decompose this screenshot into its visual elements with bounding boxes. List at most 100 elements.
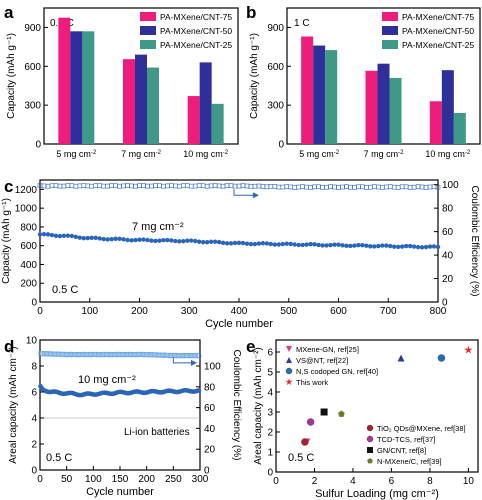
panel-c-ce-point bbox=[65, 183, 71, 188]
panel-e-legend-label-2: N,S codoped GN, ref[40] bbox=[296, 367, 378, 376]
panel-d-y2ticklabel-4: 80 bbox=[204, 382, 216, 393]
panel-d-ce-point bbox=[191, 353, 197, 358]
panel-a-bar-1-0 bbox=[70, 31, 83, 144]
panel-d-y2ticklabel-5: 100 bbox=[204, 362, 221, 373]
panel-e-frame bbox=[275, 339, 479, 473]
panel-c-ce-point bbox=[196, 183, 202, 188]
panel-c-xticklabel-7: 700 bbox=[380, 306, 397, 317]
panel-d-ce-point bbox=[126, 352, 131, 358]
panel-c-capacity-point bbox=[109, 236, 114, 242]
panel-e-legend-label-0: MXene-GN, ref[25] bbox=[296, 345, 359, 354]
panel-d-y2ticklabel-2: 40 bbox=[204, 424, 216, 435]
panel-c-ce-point bbox=[85, 183, 91, 189]
panel-c-capacity-point bbox=[189, 238, 194, 243]
panel-d-xticklabel-6: 300 bbox=[192, 474, 209, 485]
panel-d-xlabel: Cycle number bbox=[86, 486, 154, 498]
panel-c-ce-point bbox=[236, 183, 242, 189]
panel-c-ce-point bbox=[292, 185, 298, 190]
panel-d-annotation: 10 mg cm⁻² bbox=[78, 374, 136, 386]
panel-b-category-0: 5 mg cm-2 bbox=[299, 149, 340, 159]
panel-c-ce-point bbox=[192, 183, 198, 189]
panel-c-ce-point bbox=[73, 183, 79, 189]
panel-c-ce-point bbox=[320, 185, 325, 190]
panel-e-yticklabel-1: 1 bbox=[267, 448, 273, 459]
panel-d-ce-point bbox=[155, 353, 160, 358]
panel-e-ylabel: Areal capacity (mAh cm⁻²) bbox=[253, 347, 264, 465]
panel-c-ce-point bbox=[395, 185, 401, 190]
panel-c-capacity-point bbox=[384, 243, 389, 248]
panel-d-ce-point bbox=[70, 352, 75, 358]
panel-a-category-2: 10 mg cm-2 bbox=[183, 149, 229, 159]
panel-d-arrow-head bbox=[191, 359, 197, 366]
panel-b-yticklabel-0: 0 bbox=[278, 140, 284, 151]
panel-d-yticklabel-4: 8 bbox=[31, 362, 37, 373]
panel-d-ce-point bbox=[52, 351, 58, 357]
panel-d-ce-point bbox=[75, 352, 80, 358]
panel-c-y2ticklabel-4: 80 bbox=[442, 204, 454, 215]
panel-c-ce-point bbox=[256, 183, 262, 189]
panel-c-capacity-point bbox=[268, 241, 274, 247]
panel-d-rate: 0.5 C bbox=[46, 452, 72, 464]
panel-c-ce-point bbox=[431, 184, 437, 190]
panel-d-xticklabel-0: 0 bbox=[37, 474, 43, 485]
panel-c-capacity-point bbox=[93, 235, 98, 241]
panel-c-capacity-point bbox=[105, 237, 110, 242]
panel-c-capacity-point bbox=[376, 243, 381, 249]
panel-c-ce-point bbox=[411, 184, 417, 190]
panel-c-ce-point bbox=[391, 184, 397, 190]
panel-d-ce-point bbox=[60, 351, 66, 357]
panel-d-xticklabel-4: 200 bbox=[138, 474, 155, 485]
panel-e-point-3 bbox=[464, 345, 473, 354]
panel-c-ce-point bbox=[435, 184, 441, 190]
panel-c-capacity-point bbox=[292, 242, 297, 247]
panel-c-ce-point bbox=[368, 184, 373, 190]
panel-d-ce-point bbox=[132, 352, 138, 357]
panel-a-bar-2-1 bbox=[147, 67, 159, 144]
panel-a-category-0: 5 mg cm-2 bbox=[56, 149, 97, 159]
panel-e-yticklabel-2: 2 bbox=[267, 428, 273, 439]
panel-c-capacity-point bbox=[336, 242, 341, 247]
panel-c-capacity-point bbox=[372, 244, 377, 249]
panel-a-category-1: 7 mg cm-2 bbox=[121, 149, 162, 159]
panel-c-ce-point bbox=[173, 183, 178, 189]
panel-b-yticklabel-3: 900 bbox=[267, 23, 284, 34]
panel-c-ce-point bbox=[49, 183, 55, 189]
panel-d-ce-point bbox=[55, 351, 61, 357]
panel-c-capacity-point bbox=[81, 235, 86, 241]
panel-e-xticklabel-5: 10 bbox=[463, 476, 475, 487]
panel-d-ce-point bbox=[187, 352, 192, 358]
panel-b-yticklabel-2: 600 bbox=[267, 62, 284, 73]
panel-c-capacity-point bbox=[348, 243, 353, 249]
panel-c-ce-point bbox=[149, 183, 154, 189]
panel-c-ce-point bbox=[93, 183, 99, 189]
panel-c-capacity-point bbox=[121, 237, 126, 242]
panel-c-ce-point bbox=[379, 185, 385, 190]
panel-a-bar-0-0 bbox=[58, 17, 71, 144]
panel-c-capacity-point bbox=[264, 241, 270, 246]
panel-b-bar-2-0 bbox=[325, 50, 338, 144]
panel-d-ce-point bbox=[175, 353, 181, 359]
panel-d-ce-point bbox=[65, 352, 71, 357]
panel-d-note: Li-ion batteries bbox=[124, 427, 190, 438]
panel-c-capacity-point bbox=[332, 242, 337, 247]
panel-c-ce-point bbox=[364, 185, 369, 190]
panel-d-ce-point bbox=[159, 353, 165, 358]
panel-e-legend-marker-4 bbox=[366, 424, 374, 432]
panel-c-ce-point bbox=[264, 184, 270, 190]
panel-c-ce-point bbox=[340, 184, 345, 190]
panel-c-ce-point bbox=[284, 184, 290, 189]
panel-c-capacity-point bbox=[388, 243, 393, 249]
panel-c-capacity-point bbox=[368, 244, 373, 249]
panel-d-ce-point bbox=[174, 352, 179, 358]
panel-c-ce-point bbox=[153, 183, 158, 188]
panel-c-capacity-point bbox=[177, 239, 182, 244]
panel-c-ce-point bbox=[308, 185, 313, 190]
panel-e-yticklabel-3: 3 bbox=[267, 408, 273, 419]
panel-c-capacity-point bbox=[149, 238, 154, 243]
panel-e-point-5 bbox=[306, 418, 315, 426]
panel-e-yticklabel-5: 5 bbox=[267, 368, 273, 379]
panel-b-bar-1-0 bbox=[313, 45, 326, 144]
panel-e-legend-label-1: VS@NT, ref[22] bbox=[296, 356, 348, 365]
panel-a-bar-1-1 bbox=[135, 54, 147, 144]
panel-d-y2ticklabel-1: 20 bbox=[204, 445, 216, 456]
